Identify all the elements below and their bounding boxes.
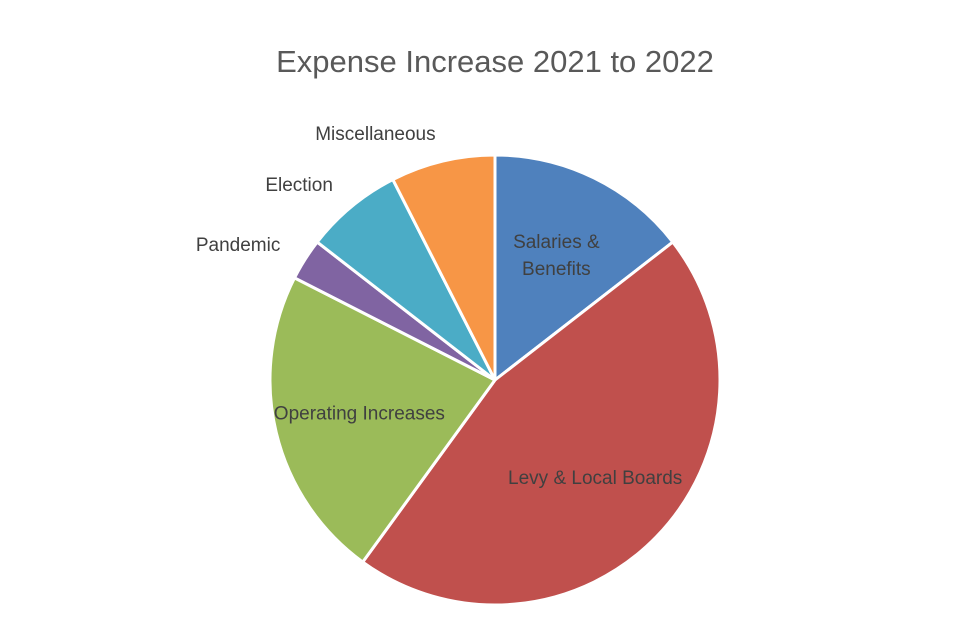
- chart-title: Expense Increase 2021 to 2022: [276, 44, 714, 79]
- pie-labels: Salaries & Benefits Levy & Local Boards Ope…: [196, 124, 682, 489]
- pie-slice-salaries-benefits: [493, 153, 675, 384]
- pie-label-miscellaneous: Miscellaneous: [315, 124, 435, 145]
- pie-label-pandemic: Pandemic: [196, 235, 281, 256]
- pie-slice-miscellaneous: [390, 153, 497, 381]
- pie-slice-levy-local-boards: [360, 239, 722, 607]
- pie-slices: [268, 153, 722, 607]
- pie-label-levy-local-boards: Levy & Local Boards: [508, 468, 682, 489]
- pie-label-election: Election: [265, 175, 333, 196]
- pie-label-operating-increases: Operating Increases: [274, 404, 445, 425]
- pie-label-salaries-benefits: Salaries & Benefits: [513, 232, 600, 280]
- pie-slice-operating-increases: [268, 275, 498, 565]
